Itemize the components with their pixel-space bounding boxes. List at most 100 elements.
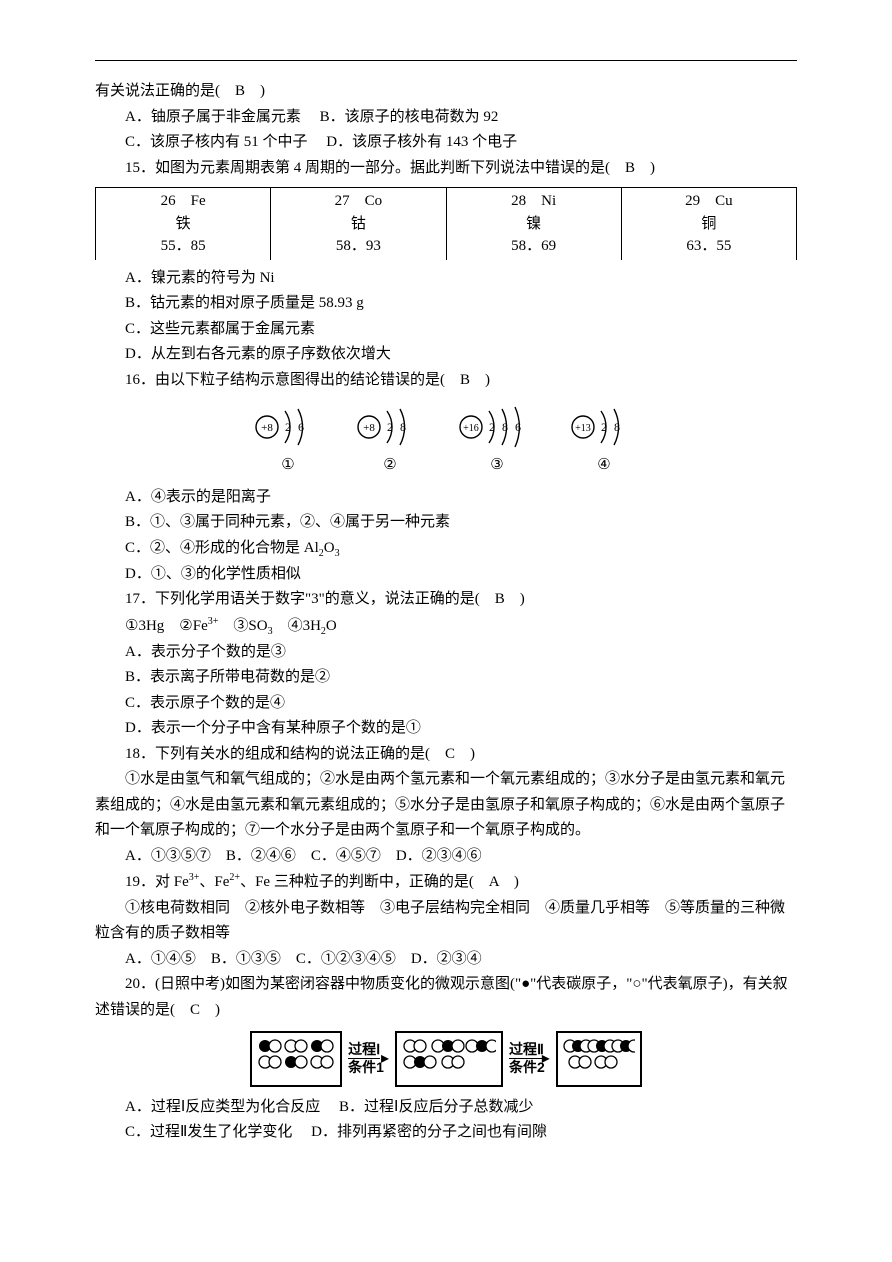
q16-c: C．②、④形成的化合物是 Al2O3 — [95, 536, 797, 562]
q18-body: ①水是由氢气和氧气组成的；②水是由两个氢元素和一个氧元素组成的；③水分子是由氢元… — [95, 767, 797, 844]
q20-ab: A．过程Ⅰ反应类型为化合反应 B．过程Ⅰ反应后分子总数减少 — [95, 1095, 797, 1121]
t: 19．对 Fe — [125, 874, 189, 890]
periodic-table: 26 Fe 铁 55．85 27 Co 钴 58．93 28 Ni 镍 58．6… — [95, 187, 797, 260]
q18-stem: 18．下列有关水的组成和结构的说法正确的是( C ) — [95, 742, 797, 768]
q17-c: C．表示原子个数的是④ — [95, 691, 797, 717]
pt-mass: 58．93 — [271, 235, 445, 258]
pt-name: 钴 — [271, 213, 445, 236]
pt-cell-fe: 26 Fe 铁 55．85 — [96, 188, 271, 260]
q19-body: ①核电荷数相同 ②核外电子数相等 ③电子层结构完全相同 ④质量几乎相等 ⑤等质量… — [95, 896, 797, 947]
arrow-head-icon: ▸ — [381, 1045, 389, 1072]
reaction-diagram: 过程Ⅰ 条件1 ▸ 过程Ⅱ 条件2 ▸ — [95, 1031, 797, 1087]
q14-b-text: B．该原子的核电荷数为 92 — [320, 109, 499, 125]
sup: 3+ — [208, 616, 219, 627]
svg-text:8: 8 — [614, 420, 620, 434]
q18-opts: A．①③⑤⑦ B．②④⑥ C．④⑤⑦ D．②③④⑥ — [95, 844, 797, 870]
svg-text:2: 2 — [387, 420, 393, 434]
pt-cell-co: 27 Co 钴 58．93 — [271, 188, 446, 260]
svg-text:8: 8 — [400, 420, 406, 434]
t: O — [326, 618, 337, 634]
q15-c: C．这些元素都属于金属元素 — [95, 317, 797, 343]
atom-4-label: ④ — [597, 453, 610, 479]
atom-3-label: ③ — [490, 453, 503, 479]
pt-sym: Co — [365, 193, 383, 209]
q19-opts: A．①④⑤ B．①③⑤ C．①②③④⑤ D．②③④ — [95, 947, 797, 973]
pt-sym: Cu — [715, 193, 733, 209]
q16-c-mid: O — [324, 540, 335, 556]
pt-sym: Ni — [541, 193, 556, 209]
pt-name: 镍 — [447, 213, 621, 236]
svg-text:2: 2 — [285, 420, 291, 434]
atom-diagram-row: +8 2 6 ① +8 2 8 ② +16 2 8 6 ③ — [95, 403, 797, 479]
q14-c-text: C．该原子核内有 51 个中子 — [125, 134, 308, 150]
pt-name: 铁 — [96, 213, 270, 236]
q16-d: D．①、③的化学性质相似 — [95, 562, 797, 588]
q16-b: B．①、③属于同种元素，②、④属于另一种元素 — [95, 510, 797, 536]
pt-mass: 58．69 — [447, 235, 621, 258]
t: ④3H — [273, 618, 321, 634]
svg-text:+8: +8 — [363, 422, 375, 434]
q16-c-pre: C．②、④形成的化合物是 Al — [125, 540, 319, 556]
atom-1: +8 2 6 ① — [251, 403, 325, 479]
sup: 3+ — [189, 872, 200, 883]
q20-cd: C．过程Ⅱ发生了化学变化 D．排列再紧密的分子之间也有间隙 — [95, 1120, 797, 1146]
t: ①3Hg ②Fe — [125, 618, 208, 634]
t: 、Fe 三种粒子的判断中，正确的是( A ) — [240, 874, 519, 890]
atom-2-label: ② — [383, 453, 396, 479]
pt-num: 27 — [335, 193, 350, 209]
q14-tail: 有关说法正确的是( B ) — [95, 79, 797, 105]
q20-b: B．过程Ⅰ反应后分子总数减少 — [339, 1099, 533, 1115]
q17-b: B．表示离子所带电荷数的是② — [95, 665, 797, 691]
q15-a: A．镍元素的符号为 Ni — [95, 266, 797, 292]
q20-d: D．排列再紧密的分子之间也有间隙 — [311, 1124, 547, 1140]
arrow-top: 过程Ⅱ — [509, 1042, 544, 1059]
q20-stem: 20．(日照中考)如图为某密闭容器中物质变化的微观示意图("●"代表碳原子，"○… — [95, 972, 797, 1023]
q17-d: D．表示一个分子中含有某种原子个数的是① — [95, 716, 797, 742]
svg-text:+8: +8 — [261, 422, 273, 434]
q15-d: D．从左到右各元素的原子序数依次增大 — [95, 342, 797, 368]
reaction-box-2 — [395, 1031, 503, 1087]
pt-mass: 63．55 — [622, 235, 796, 258]
q16-stem: 16．由以下粒子结构示意图得出的结论错误的是( B ) — [95, 368, 797, 394]
reaction-box-1 — [250, 1031, 342, 1087]
pt-num: 26 — [161, 193, 176, 209]
arrow-bot: 条件2 — [509, 1059, 545, 1075]
q14-d-text: D．该原子核外有 143 个电子 — [326, 134, 517, 150]
q15-stem: 15．如图为元素周期表第 4 周期的一部分。据此判断下列说法中错误的是( B ) — [95, 156, 797, 182]
q20-c: C．过程Ⅱ发生了化学变化 — [125, 1124, 292, 1140]
pt-num: 28 — [511, 193, 526, 209]
svg-text:6: 6 — [515, 420, 521, 434]
q16-a: A．④表示的是阳离子 — [95, 485, 797, 511]
atom-4: +13 2 8 ④ — [567, 403, 641, 479]
q17-stem: 17．下列化学用语关于数字"3"的意义，说法正确的是( B ) — [95, 587, 797, 613]
pt-mass: 55．85 — [96, 235, 270, 258]
sub: 3 — [335, 548, 340, 559]
arrow-top: 过程Ⅰ — [348, 1042, 380, 1059]
q17-a: A．表示分子个数的是③ — [95, 640, 797, 666]
pt-cell-cu: 29 Cu 铜 63．55 — [621, 188, 796, 260]
t: ③SO — [218, 618, 267, 634]
reaction-arrow-1: 过程Ⅰ 条件1 ▸ — [348, 1042, 389, 1076]
sup: 2+ — [229, 872, 240, 883]
svg-text:6: 6 — [298, 420, 304, 434]
pt-sym: Fe — [191, 193, 206, 209]
t: 、Fe — [199, 874, 229, 890]
svg-text:2: 2 — [489, 420, 495, 434]
svg-text:+13: +13 — [575, 423, 591, 434]
q20-a: A．过程Ⅰ反应类型为化合反应 — [125, 1099, 320, 1115]
arrow-bot: 条件1 — [348, 1059, 384, 1075]
svg-text:+16: +16 — [463, 423, 479, 434]
pt-num: 29 — [685, 193, 700, 209]
reaction-arrow-2: 过程Ⅱ 条件2 ▸ — [509, 1042, 550, 1076]
reaction-box-3 — [556, 1031, 642, 1087]
arrow-head-icon: ▸ — [542, 1045, 550, 1072]
pt-name: 铜 — [622, 213, 796, 236]
pt-cell-ni: 28 Ni 镍 58．69 — [446, 188, 621, 260]
atom-3: +16 2 8 6 ③ — [455, 403, 539, 479]
q14-opt-c: C．该原子核内有 51 个中子 D．该原子核外有 143 个电子 — [95, 130, 797, 156]
svg-text:2: 2 — [601, 420, 607, 434]
atom-1-label: ① — [281, 453, 294, 479]
q17-items: ①3Hg ②Fe3+ ③SO3 ④3H2O — [95, 613, 797, 640]
page-top-rule — [95, 60, 797, 61]
svg-text:8: 8 — [502, 420, 508, 434]
